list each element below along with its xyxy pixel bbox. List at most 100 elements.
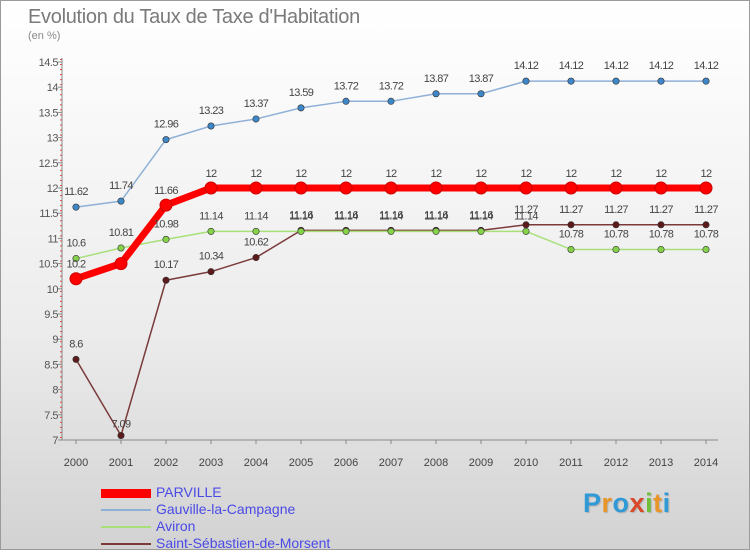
x-tick-label: 2007 [379, 457, 403, 469]
data-point [252, 227, 260, 235]
x-tick-label: 2010 [514, 457, 538, 469]
data-point [477, 227, 485, 235]
x-tick-label: 2005 [289, 457, 313, 469]
data-label: 12 [700, 168, 712, 180]
data-point [114, 257, 128, 271]
data-label: 14.12 [694, 60, 719, 72]
legend-swatch [101, 543, 151, 545]
legend-swatch [101, 509, 151, 511]
data-point [702, 77, 710, 85]
logo-letter: i [662, 488, 671, 518]
proxiti-logo: Proxiti [583, 488, 671, 519]
data-label: 13.23 [199, 105, 224, 117]
data-point [522, 77, 530, 85]
data-label: 11.14 [514, 210, 538, 222]
data-point [567, 221, 575, 229]
y-tick-label: 10 [47, 284, 59, 296]
data-point [162, 136, 170, 144]
data-label: 12 [340, 168, 352, 180]
data-label: 12 [520, 168, 532, 180]
chart-subtitle: (en %) [28, 30, 61, 42]
x-tick-label: 2003 [199, 457, 223, 469]
data-point [249, 181, 263, 195]
series-line [75, 224, 706, 437]
data-label: 11.14 [244, 210, 268, 222]
data-label: 11.27 [514, 204, 538, 216]
data-label: 11.16 [334, 209, 358, 221]
x-tick-label: 2001 [109, 457, 133, 469]
x-tick-label: 2004 [244, 457, 268, 469]
data-label: 11.14 [379, 210, 403, 222]
data-point [702, 221, 710, 229]
x-tick-label: 2002 [154, 457, 178, 469]
data-label: 13.37 [244, 98, 269, 110]
data-label: 10.34 [199, 251, 224, 263]
y-tick-label: 7 [52, 435, 58, 447]
data-label: 10.81 [109, 227, 134, 239]
legend-item: PARVILLE [101, 484, 401, 502]
data-point [162, 276, 170, 284]
data-point [522, 221, 530, 229]
data-point [519, 181, 533, 195]
data-point [72, 203, 80, 211]
data-point [429, 181, 443, 195]
y-tick-label: 11.5 [39, 208, 58, 220]
data-point [432, 90, 440, 98]
data-label: 14.12 [514, 60, 539, 72]
data-label: 10.78 [694, 228, 719, 240]
data-label: 10.98 [154, 218, 179, 230]
data-point [612, 221, 620, 229]
data-point [387, 97, 395, 105]
data-label: 11.14 [334, 210, 358, 222]
data-point [567, 245, 575, 253]
y-tick-label: 13 [47, 133, 59, 145]
legend-item: Aviron [101, 518, 401, 536]
data-label: 13.59 [289, 87, 314, 99]
data-label: 11.14 [289, 210, 313, 222]
y-tick-label: 12.5 [39, 158, 59, 170]
data-point [657, 77, 665, 85]
data-label: 11.14 [199, 210, 223, 222]
data-label: 10.78 [649, 228, 674, 240]
data-point [72, 255, 80, 263]
data-point [699, 181, 713, 195]
data-label: 11.16 [424, 209, 448, 221]
data-point [474, 181, 488, 195]
legend-swatch [101, 526, 151, 528]
data-label: 12 [385, 168, 397, 180]
data-label: 10.62 [244, 237, 269, 249]
data-label: 10.2 [66, 259, 85, 271]
y-tick-label: 9.5 [44, 309, 58, 321]
data-point [117, 431, 125, 439]
data-label: 12 [295, 168, 307, 180]
axes: 7 7.5 8 8.5 9 9.5 10 10.5 11 11.5 12 12.5 13 13.5 14 14… [39, 57, 719, 469]
data-label: 10.78 [559, 228, 584, 240]
data-label: 10.78 [604, 228, 629, 240]
data-label: 13.72 [379, 80, 404, 92]
chart-title: Evolution du Taux de Taxe d'Habitation [28, 6, 360, 28]
data-label: 11.62 [64, 186, 88, 198]
legend-swatch [101, 488, 151, 498]
data-point [432, 227, 440, 235]
data-point [72, 355, 80, 363]
data-point [207, 268, 215, 276]
data-point [657, 245, 665, 253]
data-point [117, 197, 125, 205]
data-point [207, 122, 215, 130]
data-point [297, 227, 305, 235]
data-label: 11.27 [649, 204, 673, 216]
data-point [564, 181, 578, 195]
data-point [612, 77, 620, 85]
data-point [657, 221, 665, 229]
data-label: 11.16 [379, 209, 403, 221]
data-point [252, 115, 260, 123]
y-tick-label: 9 [52, 334, 58, 346]
data-label: 12 [475, 168, 487, 180]
logo-letter: t [653, 488, 663, 518]
data-label: 11.74 [109, 180, 133, 192]
legend-item: Saint-Sébastien-de-Morsent [101, 535, 401, 553]
data-label: 12 [205, 168, 217, 180]
y-tick-label: 13.5 [39, 107, 59, 119]
data-label: 7.09 [111, 418, 130, 430]
